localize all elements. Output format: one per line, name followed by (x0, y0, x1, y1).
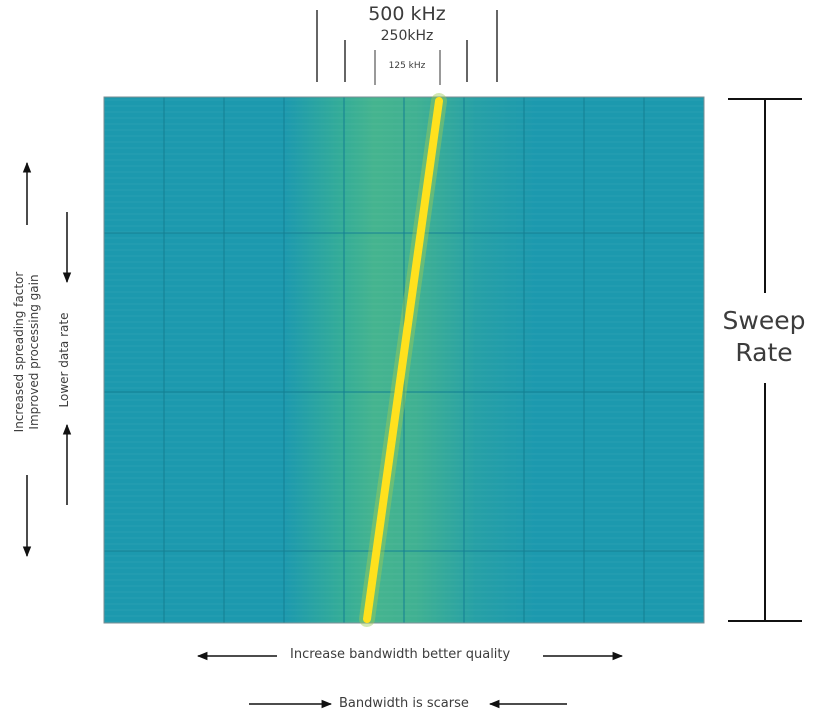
bw-500-label: 500 kHz (368, 3, 446, 25)
plot-border (103, 96, 705, 624)
bw-125-label: 125 kHz (388, 61, 426, 71)
chirp-line (363, 97, 443, 623)
lower-data-rate-label: Lower data rate (57, 312, 71, 408)
bw-250-label: 250kHz (380, 28, 434, 44)
increase-bandwidth-label: Increase bandwidth better quality (290, 647, 511, 662)
sweep-rate-bracket (728, 98, 802, 622)
bandwidth-markers (316, 10, 498, 85)
bandwidth-scarse-label: Bandwidth is scarse (339, 696, 469, 711)
processing-gain-label: Improved processing gain (27, 274, 41, 430)
sweep-rate-label: Sweep Rate (722, 306, 806, 367)
spreading-factor-label: Increased spreading factor (12, 271, 26, 433)
